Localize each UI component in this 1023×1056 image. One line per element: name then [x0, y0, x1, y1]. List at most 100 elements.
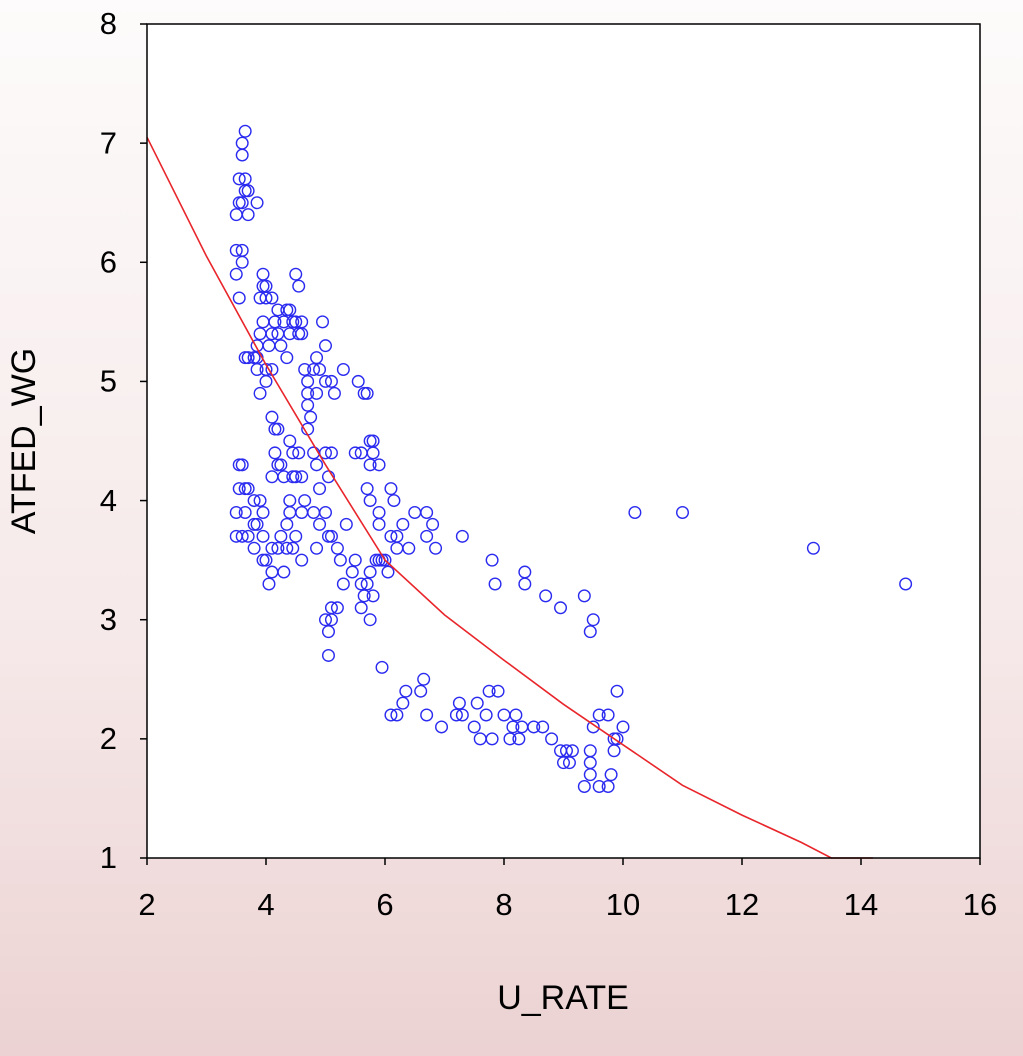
point	[316, 315, 330, 329]
point	[235, 148, 249, 162]
point	[506, 720, 520, 734]
point	[509, 708, 523, 722]
point	[363, 458, 377, 472]
point	[310, 541, 324, 555]
point	[283, 303, 297, 317]
y-tick-label: 4	[100, 483, 117, 518]
point	[539, 589, 553, 603]
point	[366, 589, 380, 603]
point	[527, 720, 541, 734]
point	[238, 124, 252, 138]
point	[232, 172, 246, 186]
point	[899, 577, 913, 591]
point	[301, 398, 315, 412]
point	[259, 553, 273, 567]
point	[607, 732, 621, 746]
point	[417, 672, 431, 686]
point	[319, 374, 333, 388]
x-tick-label: 8	[495, 887, 512, 922]
point	[277, 470, 291, 484]
point	[241, 351, 255, 365]
point	[274, 529, 288, 543]
point	[586, 720, 600, 734]
point	[336, 577, 350, 591]
point	[324, 374, 338, 388]
x-tick-label: 2	[138, 887, 155, 922]
point	[354, 577, 368, 591]
point	[426, 517, 440, 531]
point	[348, 446, 362, 460]
y-tick-label: 7	[100, 125, 117, 160]
point	[372, 458, 386, 472]
point	[238, 184, 252, 198]
point	[292, 279, 306, 293]
point	[286, 446, 300, 460]
point	[250, 196, 264, 210]
point	[238, 482, 252, 496]
plot-area	[147, 24, 980, 858]
point	[503, 732, 517, 746]
point	[277, 565, 291, 579]
point	[256, 553, 270, 567]
point	[283, 434, 297, 448]
point	[280, 517, 294, 531]
point	[256, 267, 270, 281]
point	[485, 553, 499, 567]
point	[586, 613, 600, 627]
y-tick-label: 8	[100, 6, 117, 41]
point	[256, 529, 270, 543]
point	[354, 601, 368, 615]
point	[232, 458, 246, 472]
point	[319, 613, 333, 627]
point	[601, 708, 615, 722]
point	[268, 422, 282, 436]
point	[241, 208, 255, 222]
point	[229, 267, 243, 281]
point	[321, 648, 335, 662]
point	[310, 386, 324, 400]
point	[241, 482, 255, 496]
point	[232, 196, 246, 210]
x-axis-title: U_RATE	[497, 979, 629, 1017]
point	[512, 732, 526, 746]
point	[357, 589, 371, 603]
point	[384, 482, 398, 496]
point	[304, 410, 318, 424]
point	[467, 720, 481, 734]
point	[324, 601, 338, 615]
point	[604, 768, 618, 782]
point	[280, 541, 294, 555]
point	[435, 720, 449, 734]
point	[491, 684, 505, 698]
point	[455, 529, 469, 543]
point	[241, 184, 255, 198]
point	[310, 351, 324, 365]
point	[339, 517, 353, 531]
x-tick-label: 6	[376, 887, 393, 922]
y-axis-title: ATFED_WG	[5, 348, 43, 534]
point	[372, 517, 386, 531]
point	[470, 696, 484, 710]
point	[286, 541, 300, 555]
point	[479, 708, 493, 722]
point	[420, 708, 434, 722]
point	[321, 529, 335, 543]
point	[289, 315, 303, 329]
point	[601, 780, 615, 794]
point	[289, 529, 303, 543]
point	[313, 517, 327, 531]
x-tick-label: 16	[963, 887, 997, 922]
y-tick-label: 5	[100, 364, 117, 399]
point	[363, 565, 377, 579]
plot-frame	[146, 23, 981, 859]
point	[298, 494, 312, 508]
point	[295, 327, 309, 341]
point	[235, 529, 249, 543]
point	[384, 708, 398, 722]
point	[292, 327, 306, 341]
point	[247, 351, 261, 365]
point	[298, 363, 312, 377]
point	[235, 196, 249, 210]
y-tick-label: 6	[100, 244, 117, 279]
